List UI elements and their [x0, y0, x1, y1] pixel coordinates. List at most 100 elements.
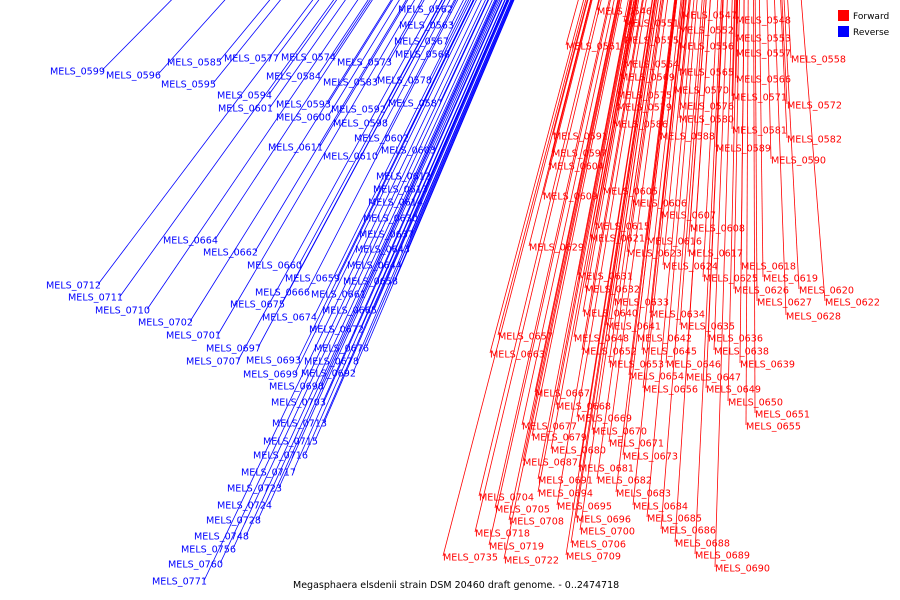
gene-label: MELS_0605: [603, 187, 658, 198]
forward-leader-lines: [442, 0, 826, 568]
leader-line: [294, 0, 477, 374]
leader-line: [257, 0, 446, 348]
leader-line: [406, 0, 514, 249]
gene-label: MELS_0610: [323, 152, 378, 163]
gene-label: MELS_0709: [566, 552, 621, 563]
gene-label: MELS_0625: [703, 274, 758, 285]
leader-line: [646, 0, 695, 518]
leader-line: [297, 0, 475, 360]
leader-line: [565, 0, 654, 556]
gene-label: MELS_0756: [181, 545, 236, 556]
leader-line: [766, 0, 772, 160]
leader-line: [268, 0, 498, 505]
leader-line: [578, 0, 653, 468]
leader-line: [745, 0, 749, 426]
leader-line: [714, 0, 733, 568]
leader-line: [278, 0, 499, 488]
gene-label: MELS_0659: [285, 274, 340, 285]
leader-line: [570, 0, 655, 544]
leader-line: [365, 0, 515, 348]
leader-line: [494, 0, 610, 509]
gene-label: MELS_0703: [271, 398, 326, 409]
gene-label: MELS_0674: [262, 313, 317, 324]
leader-line: [414, 0, 510, 218]
gene-label: MELS_0760: [168, 560, 223, 571]
leader-line: [594, 0, 637, 226]
leader-line: [622, 0, 678, 456]
leader-line: [355, 0, 512, 361]
leader-line: [489, 0, 585, 354]
leader-line: [237, 0, 438, 361]
gene-label: MELS_0575: [617, 91, 672, 102]
leader-line: [727, 0, 738, 402]
gene-label: MELS_0564: [624, 60, 679, 71]
leader-line: [537, 0, 631, 480]
gene-label: MELS_0669: [577, 414, 632, 425]
gene-label: MELS_0597: [552, 149, 607, 160]
leader-line: [576, 0, 647, 418]
leader-line: [641, 0, 682, 351]
gene-label: MELS_0706: [571, 540, 626, 551]
gene-label: MELS_0670: [592, 427, 647, 438]
gene-label: MELS_0683: [616, 489, 671, 500]
gene-label: MELS_0694: [538, 489, 593, 500]
leader-line: [573, 0, 637, 338]
leader-line: [521, 0, 615, 426]
leader-line: [319, 0, 409, 147]
leader-line: [582, 0, 640, 313]
gene-label: MELS_0689: [695, 551, 750, 562]
gene-label: MELS_0636: [708, 334, 763, 345]
gene-label: MELS_0604: [549, 162, 604, 173]
gene-label: MELS_0712: [46, 281, 101, 292]
legend-forward-swatch: [838, 10, 849, 21]
gene-label: MELS_0573: [337, 58, 392, 69]
leader-line: [304, 0, 506, 455]
leader-line: [660, 0, 703, 530]
leader-line: [550, 0, 635, 450]
gene-label: MELS_0704: [479, 493, 534, 504]
gene-label: MELS_0676: [314, 344, 369, 355]
gene-label: MELS_0563: [399, 21, 454, 32]
gene-label: MELS_0565: [679, 68, 734, 79]
leader-line: [628, 0, 675, 376]
gene-label: MELS_0582: [787, 135, 842, 146]
gene-label: MELS_0547: [682, 11, 737, 22]
gene-label: MELS_0675: [230, 300, 285, 311]
gene-label: MELS_0606: [632, 199, 687, 210]
gene-label: MELS_0600: [276, 113, 331, 124]
leader-line: [394, 0, 515, 281]
leader-line: [488, 0, 611, 546]
gene-label: MELS_0558: [791, 55, 846, 66]
leader-line: [189, 0, 392, 322]
gene-label: MELS_0551: [624, 19, 679, 30]
gene-label: MELS_0552: [679, 26, 734, 37]
leader-line: [522, 0, 620, 462]
leader-line: [373, 0, 509, 310]
leader-line: [596, 0, 664, 480]
legend: Forward Reverse: [838, 10, 890, 38]
gene-label: MELS_0711: [68, 293, 123, 304]
leader-line: [780, 0, 788, 139]
gene-label: MELS_0666: [255, 288, 310, 299]
gene-label: MELS_0663: [490, 350, 545, 361]
gene-label: MELS_0657: [498, 332, 553, 343]
gene-label: MELS_0678: [304, 357, 359, 368]
gene-label: MELS_0641: [606, 322, 661, 333]
leader-line: [754, 0, 758, 302]
gene-label: MELS_0556: [679, 42, 734, 53]
gene-label: MELS_0568: [395, 50, 450, 61]
gene-label: MELS_0724: [217, 501, 272, 512]
gene-label: MELS_0707: [186, 357, 241, 368]
leader-line: [503, 0, 621, 560]
gene-label: MELS_0664: [163, 236, 218, 247]
gene-label: MELS_0705: [495, 505, 550, 516]
leader-line: [581, 0, 643, 351]
gene-label: MELS_0642: [637, 334, 692, 345]
leader-line: [774, 0, 787, 316]
gene-label: MELS_0578: [377, 76, 432, 87]
leader-line: [579, 0, 659, 531]
gene-label: MELS_0584: [266, 72, 321, 83]
gene-label: MELS_0576: [679, 102, 734, 113]
leader-line: [759, 0, 764, 278]
